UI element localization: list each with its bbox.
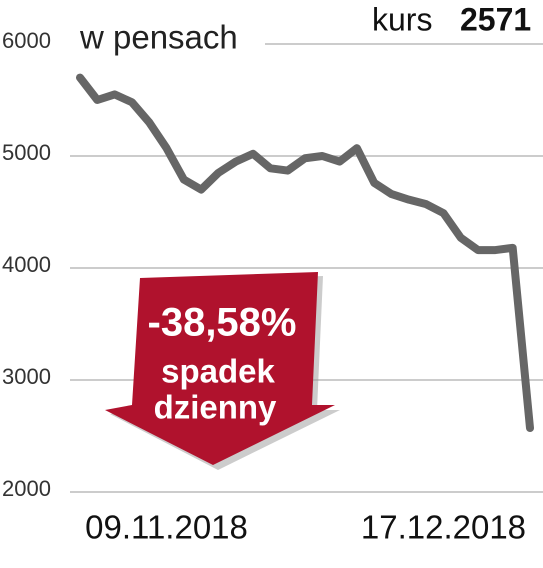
price-label: kurs	[372, 1, 432, 37]
price-background	[360, 0, 543, 42]
chart-subtitle: w pensach	[79, 19, 238, 56]
y-tick-label: 3000	[2, 364, 51, 389]
annotation-text: dzienny	[154, 389, 277, 426]
y-tick-label: 2000	[2, 476, 51, 501]
x-tick-label: 09.11.2018	[85, 509, 248, 546]
annotation-text: -38,58%	[148, 301, 297, 345]
plot	[76, 73, 534, 433]
y-tick-label: 6000	[2, 28, 51, 53]
annotation-arrow: -38,58% spadek dzienny	[105, 272, 340, 470]
price-value: 2571	[460, 1, 531, 37]
arrow-shape	[105, 272, 335, 465]
price-line	[76, 73, 534, 433]
title-background	[70, 20, 265, 60]
x-tick-label: 17.12.2018	[361, 509, 526, 546]
annotation-text: spadek	[161, 353, 275, 390]
y-tick-label: 5000	[2, 140, 51, 165]
y-tick-label: 4000	[2, 252, 51, 277]
